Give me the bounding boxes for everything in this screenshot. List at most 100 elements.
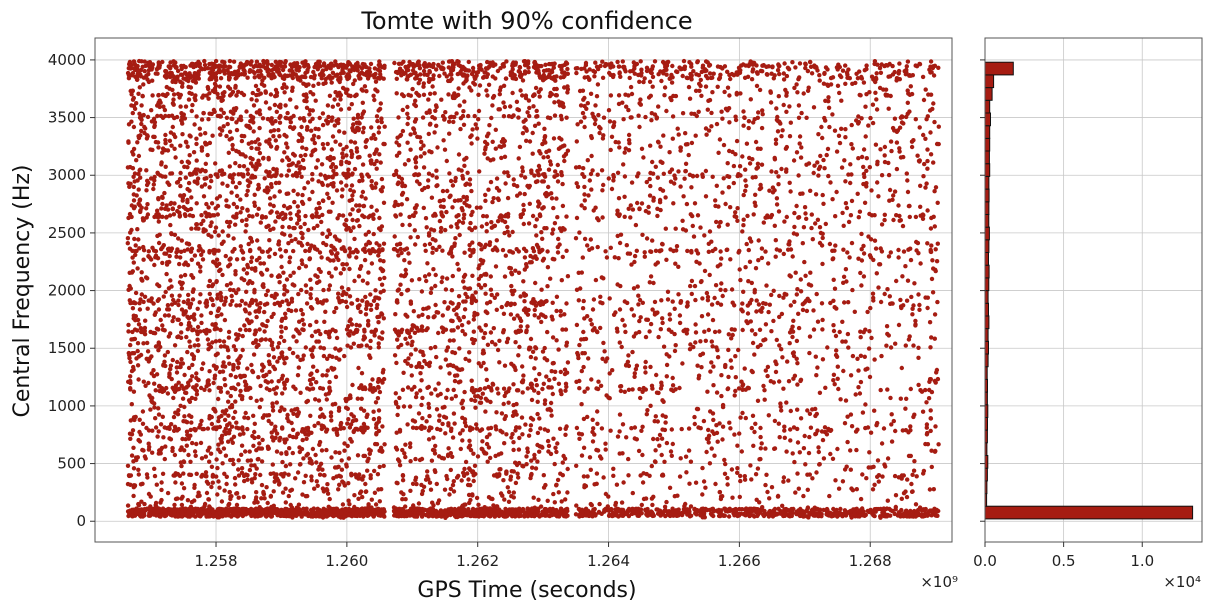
- scatter-point: [236, 382, 241, 387]
- scatter-point: [187, 413, 192, 418]
- scatter-point: [412, 172, 417, 178]
- scatter-point: [344, 171, 349, 177]
- scatter-point: [346, 225, 351, 231]
- scatter-point: [356, 365, 361, 371]
- scatter-point: [362, 257, 368, 263]
- scatter-point: [376, 408, 382, 413]
- scatter-point: [304, 289, 309, 295]
- scatter-point: [379, 176, 385, 182]
- scatter-point: [254, 314, 259, 320]
- scatter-point: [401, 511, 406, 517]
- scatter-point: [238, 197, 243, 202]
- scatter-point: [183, 70, 188, 75]
- scatter-point: [360, 162, 366, 167]
- scatter-point: [224, 115, 230, 121]
- scatter-point: [307, 378, 313, 383]
- scatter-point: [150, 93, 155, 98]
- scatter-point: [338, 271, 343, 276]
- scatter-point: [140, 421, 146, 426]
- scatter-point: [371, 508, 377, 513]
- scatter-point: [179, 463, 184, 469]
- scatter-point: [348, 508, 353, 513]
- scatter-point: [248, 161, 254, 166]
- scatter-point: [295, 373, 301, 378]
- scatter-point: [231, 59, 237, 64]
- scatter-point: [131, 124, 137, 130]
- scatter-point: [375, 67, 381, 72]
- scatter-point: [213, 225, 219, 230]
- scatter-point: [183, 139, 189, 144]
- scatter-point: [265, 59, 270, 64]
- scatter-point: [254, 448, 259, 453]
- scatter-point: [273, 180, 279, 186]
- scatter-point: [251, 129, 256, 134]
- scatter-point: [380, 185, 385, 190]
- scatter-point: [245, 458, 250, 463]
- scatter-point: [259, 215, 265, 220]
- scatter-point: [144, 168, 149, 173]
- scatter-point: [303, 283, 309, 288]
- scatter-point: [171, 59, 176, 64]
- scatter-point: [240, 425, 245, 430]
- scatter-point: [361, 109, 367, 114]
- scatter-point: [365, 468, 370, 473]
- scatter-point: [166, 334, 171, 339]
- scatter-point: [233, 332, 239, 337]
- scatter-point: [238, 327, 243, 332]
- scatter-point: [226, 150, 231, 155]
- scatter-point: [334, 305, 339, 311]
- scatter-point: [283, 486, 288, 491]
- scatter-point: [160, 323, 165, 328]
- scatter-point: [157, 63, 162, 68]
- scatter-point: [369, 497, 374, 502]
- scatter-point: [156, 219, 161, 224]
- scatter-point: [166, 307, 172, 312]
- scatter-point: [209, 201, 215, 206]
- scatter-point: [234, 337, 239, 342]
- scatter-point: [270, 462, 275, 467]
- scatter-point: [333, 59, 338, 64]
- scatter-point: [181, 471, 186, 476]
- scatter-point: [203, 454, 208, 459]
- scatter-point: [280, 316, 285, 322]
- scatter-point: [201, 218, 206, 223]
- scatter-point: [137, 58, 142, 64]
- scatter-point: [225, 183, 230, 188]
- scatter-point: [202, 62, 208, 68]
- scatter-point: [276, 478, 281, 483]
- scatter-point: [265, 318, 270, 324]
- scatter-point: [382, 124, 387, 129]
- scatter-point: [226, 355, 231, 360]
- scatter-point: [371, 298, 377, 303]
- scatter-point: [433, 512, 439, 517]
- scatter-point: [375, 314, 380, 320]
- scatter-point: [354, 255, 359, 260]
- scatter-point: [271, 134, 276, 139]
- scatter-point: [210, 509, 216, 515]
- scatter-point: [151, 182, 156, 187]
- scatter-point: [317, 442, 322, 447]
- scatter-point: [377, 215, 382, 221]
- scatter-point: [145, 306, 150, 311]
- scatter-point: [461, 109, 466, 114]
- scatter-point: [207, 248, 212, 254]
- scatter-point: [242, 373, 247, 379]
- scatter-point: [273, 87, 279, 93]
- scatter-point: [218, 76, 224, 81]
- scatter-point: [454, 475, 460, 480]
- scatter-point: [348, 212, 353, 217]
- scatter-point: [147, 513, 153, 518]
- scatter-point: [231, 344, 237, 349]
- scatter-point: [211, 302, 216, 308]
- scatter-point: [279, 451, 284, 456]
- scatter-point: [176, 298, 181, 303]
- scatter-point: [275, 69, 280, 74]
- scatter-point: [126, 322, 131, 328]
- scatter-point: [230, 142, 235, 148]
- scatter-point: [198, 292, 203, 297]
- scatter-point: [494, 472, 499, 477]
- scatter-point: [288, 120, 293, 125]
- scatter-point: [257, 305, 262, 311]
- scatter-point: [127, 355, 132, 361]
- scatter-point: [476, 117, 481, 122]
